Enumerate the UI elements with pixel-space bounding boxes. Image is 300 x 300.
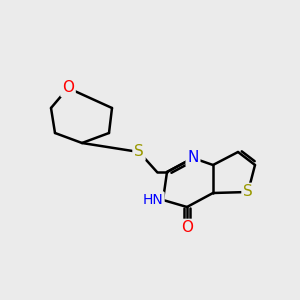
Text: S: S <box>243 184 253 200</box>
Text: O: O <box>181 220 193 236</box>
Text: O: O <box>62 80 74 95</box>
Text: HN: HN <box>142 193 163 207</box>
Text: S: S <box>134 145 144 160</box>
Text: N: N <box>187 151 199 166</box>
